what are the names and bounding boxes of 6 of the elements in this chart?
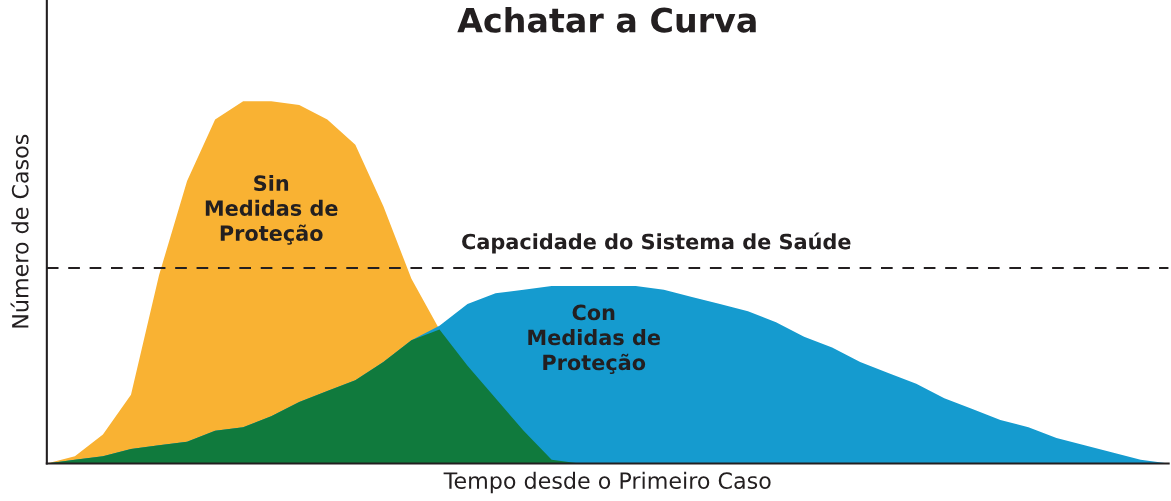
chart-title: Achatar a Curva [457,6,756,33]
series-label: Sin Medidas de Proteção [205,174,338,245]
ref-line-label: Capacidade do Sistema de Saúde [462,232,851,254]
x-axis-title: Tempo desde o Primeiro Caso [443,471,771,494]
series-label: Con Medidas de Proteção [528,304,661,375]
y-axis-title: Número de Casos [10,134,29,328]
